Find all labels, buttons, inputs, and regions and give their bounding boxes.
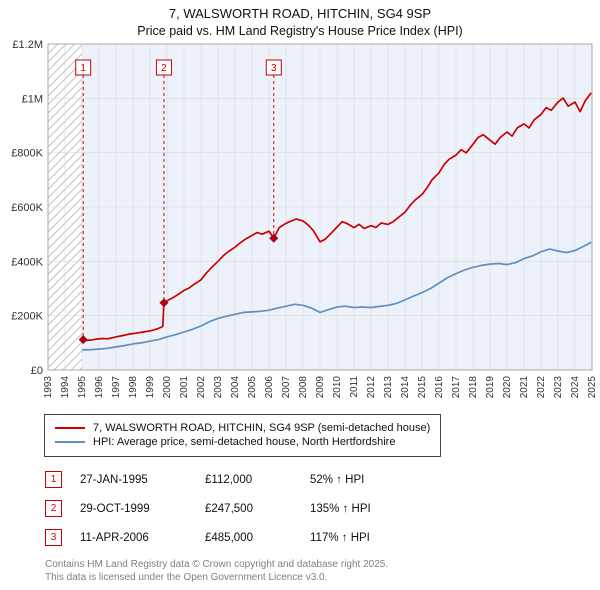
footer-line-1: Contains HM Land Registry data © Crown c… (45, 559, 389, 570)
x-axis-label: 2008 (298, 376, 309, 399)
x-axis-label: 2017 (451, 376, 462, 399)
sale-marker-box (75, 59, 92, 76)
sale-hpi-delta: 117% ↑ HPI (310, 531, 370, 544)
x-axis-label: 2010 (332, 376, 343, 399)
sale-marker-number: 3 (271, 63, 277, 74)
x-axis-label: 2014 (400, 376, 411, 399)
x-axis-label: 1998 (128, 376, 139, 399)
sale-marker-number: 1 (80, 63, 86, 74)
hpi-line (81, 241, 592, 351)
sales-table: 1 27-JAN-1995 £112,000 52% ↑ HPI 2 29-OC… (45, 471, 600, 546)
price-line (82, 92, 592, 342)
sale-date: 27-JAN-1995 (80, 473, 148, 486)
y-axis-label: £200K (11, 311, 43, 323)
x-axis-label: 2016 (434, 376, 445, 399)
x-axis-label: 2023 (553, 376, 564, 399)
sale-hpi-delta: 135% ↑ HPI (310, 502, 371, 515)
x-axis-label: 2022 (536, 376, 547, 399)
y-axis-label: £400K (11, 256, 43, 268)
x-axis-label: 2018 (468, 376, 479, 399)
price-chart: 1 2 3 £0 £200K £400K £600K £800K £1M £1.2M 1993 199… (11, 39, 598, 399)
sale-number-badge: 3 (45, 529, 62, 546)
sale-hpi-delta: 52% ↑ HPI (310, 473, 365, 486)
sale-number-badge: 2 (45, 500, 62, 517)
legend-item-property: 7, WALSWORTH ROAD, HITCHIN, SG4 9SP (sem… (55, 422, 430, 434)
x-axis-label: 1996 (94, 376, 105, 399)
x-axis-label: 1994 (60, 376, 71, 399)
sale-point-diamond (159, 298, 169, 308)
x-axis-label: 2001 (179, 376, 190, 399)
sale-price: £247,500 (205, 502, 253, 515)
page-subtitle: Price paid vs. HM Land Registry's House … (137, 24, 463, 38)
sale-price: £112,000 (205, 473, 253, 486)
x-axis-label: 2006 (264, 376, 275, 399)
y-axis-label: £800K (11, 148, 43, 160)
chart-legend: 7, WALSWORTH ROAD, HITCHIN, SG4 9SP (sem… (44, 414, 442, 457)
legend-label-hpi: HPI: Average price, semi-detached house,… (93, 436, 396, 448)
x-axis-label: 2002 (196, 376, 207, 399)
x-axis-label: 2015 (417, 376, 428, 399)
x-axis-label: 2000 (162, 376, 173, 399)
x-axis-label: 2005 (247, 376, 258, 399)
x-axis-label: 2025 (587, 376, 598, 399)
sale-row: 2 29-OCT-1999 £247,500 135% ↑ HPI (45, 500, 600, 517)
legend-label-property: 7, WALSWORTH ROAD, HITCHIN, SG4 9SP (sem… (93, 422, 431, 434)
x-axis-label: 1993 (43, 376, 54, 399)
y-axis-label: £600K (11, 202, 43, 214)
footer: Contains HM Land Registry data © Crown c… (45, 558, 600, 584)
x-axis-label: 2012 (366, 376, 377, 399)
sale-row: 3 11-APR-2006 £485,000 117% ↑ HPI (45, 529, 600, 546)
page-title: 7, WALSWORTH ROAD, HITCHIN, SG4 9SP (168, 6, 432, 21)
x-axis-label: 2013 (383, 376, 394, 399)
sale-point-diamond (269, 233, 279, 243)
x-axis-label: 1995 (77, 376, 88, 399)
blue-line-sample (55, 441, 85, 443)
x-axis-label: 2021 (519, 376, 530, 399)
x-axis-label: 2024 (570, 376, 581, 399)
x-axis-label: 2019 (485, 376, 496, 399)
legend-item-hpi: HPI: Average price, semi-detached house,… (55, 436, 430, 448)
x-axis-label: 2011 (349, 376, 360, 398)
x-axis-label: 1997 (111, 376, 122, 399)
y-axis-label: £0 (31, 365, 43, 377)
x-axis-label: 2003 (213, 376, 224, 399)
y-axis-label: £1.2M (12, 39, 43, 51)
sale-date: 29-OCT-1999 (80, 502, 150, 515)
x-axis-label: 2007 (281, 376, 292, 399)
x-axis-label: 2004 (230, 376, 241, 399)
x-axis-label: 2009 (315, 376, 326, 399)
sale-row: 1 27-JAN-1995 £112,000 52% ↑ HPI (45, 471, 600, 488)
sale-marker-box (265, 59, 282, 76)
y-axis-label: £1M (22, 93, 43, 105)
plot-border (47, 43, 593, 371)
sale-date: 11-APR-2006 (80, 531, 149, 544)
x-axis-label: 2020 (502, 376, 513, 399)
sale-marker-number: 2 (161, 63, 167, 74)
sale-number-badge: 1 (45, 471, 62, 488)
sale-point-diamond (78, 335, 88, 345)
footer-line-2: This data is licensed under the Open Gov… (45, 572, 328, 583)
red-line-sample (55, 427, 85, 429)
x-axis-label: 1999 (145, 376, 156, 399)
sale-marker-box (155, 59, 172, 76)
sale-price: £485,000 (205, 531, 253, 544)
chart-page: 7, WALSWORTH ROAD, HITCHIN, SG4 9SP Pric… (0, 6, 600, 584)
